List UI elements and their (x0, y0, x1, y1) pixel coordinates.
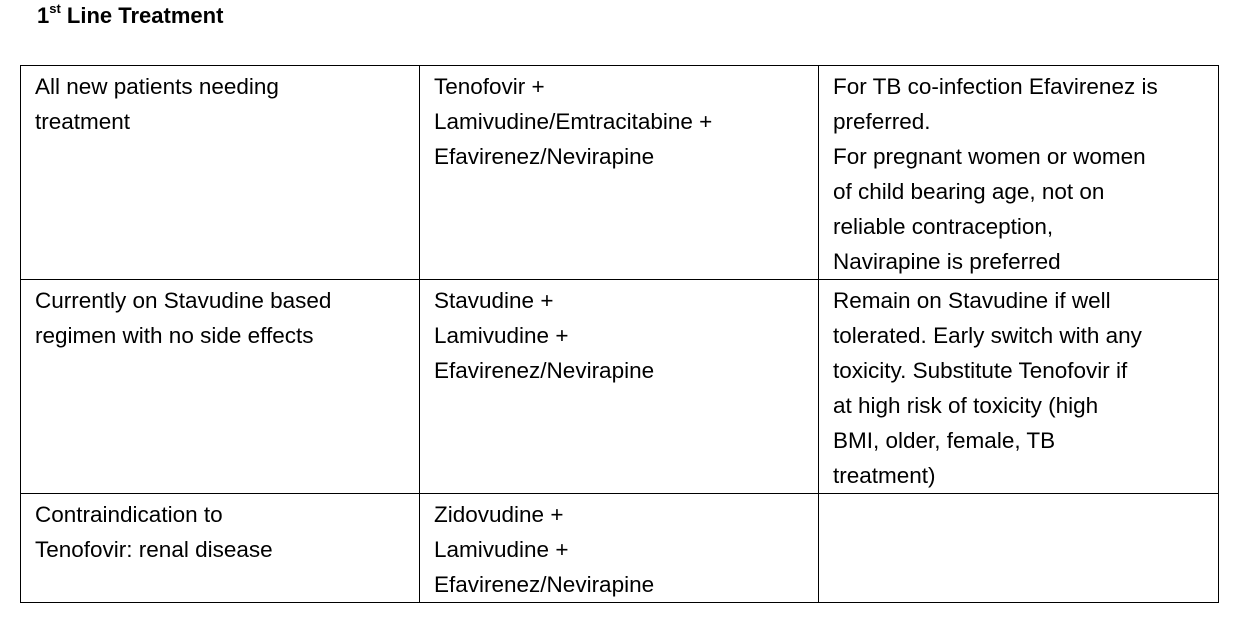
heading-superscript: st (49, 0, 61, 16)
notes-cell: For TB co-infection Efavirenez is prefer… (818, 65, 1219, 280)
notes-cell (818, 493, 1219, 603)
regimen-cell: Tenofovir + Lamivudine/Emtracitabine + E… (419, 65, 819, 280)
heading-text: Line Treatment (60, 3, 224, 28)
indication-cell: Currently on Stavudine based regimen wit… (20, 279, 420, 494)
table-row: Contraindication to Tenofovir: renal dis… (20, 493, 1219, 603)
page-title: 1st Line Treatment (37, 2, 223, 30)
table-row: All new patients needing treatment Tenof… (20, 65, 1219, 280)
notes-cell: Remain on Stavudine if well tolerated. E… (818, 279, 1219, 494)
regimen-cell: Stavudine + Lamivudine + Efavirenez/Nevi… (419, 279, 819, 494)
regimen-cell: Zidovudine + Lamivudine + Efavirenez/Nev… (419, 493, 819, 603)
indication-cell: All new patients needing treatment (20, 65, 420, 280)
treatment-table: All new patients needing treatment Tenof… (20, 65, 1219, 603)
indication-cell: Contraindication to Tenofovir: renal dis… (20, 493, 420, 603)
table-row: Currently on Stavudine based regimen wit… (20, 279, 1219, 494)
heading-number: 1 (37, 3, 50, 28)
